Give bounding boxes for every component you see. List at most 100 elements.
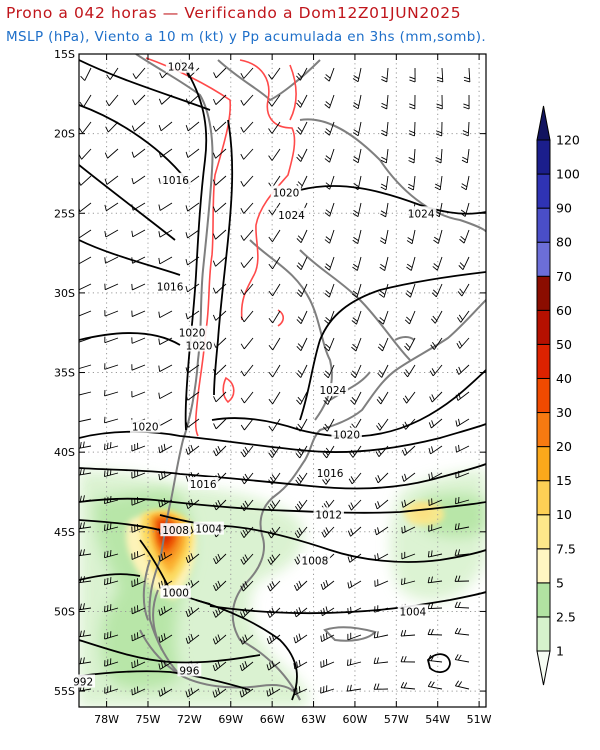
wind-barb: [104, 522, 119, 532]
wind-barb: [185, 256, 200, 266]
isobar-contours: [79, 59, 486, 701]
wind-barb: [401, 445, 416, 456]
wind-barb: [430, 310, 443, 324]
wind-barb: [407, 175, 416, 191]
wind-barb: [400, 629, 416, 637]
wind-barb: [213, 391, 227, 403]
wind-barb: [131, 632, 146, 642]
wind-barb: [324, 175, 335, 190]
wind-barb: [132, 94, 146, 106]
wind-barb: [104, 175, 119, 185]
wind-barb: [79, 364, 92, 370]
wind-barb: [296, 364, 308, 378]
wind-barb: [104, 389, 119, 397]
wind-barb: [131, 337, 146, 344]
wind-barb: [454, 627, 470, 636]
wind-barb: [427, 628, 443, 636]
lat-label: 50S: [54, 605, 75, 618]
colorbar-tick-label: 7.5: [556, 541, 576, 556]
wind-barb: [457, 310, 470, 323]
wind-barb: [462, 121, 470, 137]
wind-barb: [212, 148, 227, 159]
wind-barb: [104, 256, 119, 264]
wind-barb: [402, 391, 416, 404]
isobar-label-bg: [193, 521, 224, 535]
colorbar-tick-label: 80: [556, 235, 572, 250]
isobar-label: 1016: [162, 175, 189, 187]
coastline: [135, 54, 486, 701]
wind-barb: [324, 283, 335, 298]
wind-barb: [295, 472, 308, 485]
wind-barb: [106, 67, 119, 80]
wind-barb: [105, 94, 119, 107]
wind-barb: [376, 418, 389, 431]
wind-barb: [79, 256, 92, 265]
wind-barb: [351, 337, 362, 352]
lat-label: 30S: [54, 287, 75, 300]
isobar-label-bg: [317, 383, 349, 397]
colorbar-tick-label: 20: [556, 439, 572, 454]
colorbar-box: [536, 446, 551, 482]
wind-barb: [158, 497, 173, 508]
colorbar-box: [536, 309, 551, 345]
wind-barb: [295, 445, 308, 459]
wind-barb: [408, 121, 416, 137]
wind-barb: [240, 580, 254, 592]
wind-barb: [268, 337, 281, 351]
wind-barb: [459, 229, 470, 244]
wind-barb: [79, 229, 92, 239]
wind-barb: [405, 283, 416, 298]
wind-barb: [429, 391, 443, 403]
wind-barb: [455, 444, 470, 453]
wind-barb: [401, 525, 416, 534]
isobar-label-bg: [276, 207, 307, 221]
wind-barb: [378, 310, 389, 325]
wind-barb: [321, 526, 335, 538]
wind-barb: [185, 121, 200, 132]
wind-barb: [79, 202, 92, 212]
isobar-label: 1016: [190, 479, 217, 491]
wind-barb: [80, 67, 92, 81]
wind-barb: [158, 470, 173, 481]
wind-barb: [131, 175, 146, 185]
wind-barb: [185, 633, 200, 644]
wind-barb: [104, 577, 119, 586]
wind-barb: [320, 632, 335, 643]
isobar-label-bg: [160, 585, 191, 599]
wind-barb: [294, 580, 308, 591]
wind-barb: [455, 496, 470, 505]
wind-barb: [104, 202, 119, 212]
wind-barb: [454, 601, 470, 609]
wind-barb: [104, 495, 119, 504]
wind-barb: [131, 496, 146, 506]
wind-barb: [79, 337, 92, 343]
wind-barb: [400, 682, 416, 690]
colorbar-box: [536, 241, 551, 277]
wind-barb: [132, 67, 146, 79]
wind-barb: [457, 283, 470, 297]
wind-barb: [456, 364, 470, 375]
colorbar-tick-label: 60: [556, 303, 572, 318]
wind-barb: [401, 472, 416, 482]
wind-barb: [267, 526, 281, 539]
wind-barb: [212, 607, 227, 618]
wind-barb: [185, 687, 200, 698]
wind-barb: [322, 418, 335, 432]
wind-barb: [268, 283, 281, 297]
wind-barb: [266, 634, 281, 645]
wind-barb: [296, 229, 308, 244]
lon-label: 57W: [384, 713, 409, 726]
wind-barb: [461, 148, 470, 164]
wind-barb: [296, 391, 308, 405]
wind-barb: [347, 632, 362, 641]
wind-barb: [400, 656, 416, 663]
wind-barb: [352, 121, 362, 137]
lon-label: 54W: [425, 713, 450, 726]
wind-barb: [131, 310, 146, 318]
isobar-label: 992: [73, 677, 93, 689]
wind-barb: [104, 336, 119, 344]
wind-barb: [158, 229, 173, 238]
wind-barb: [293, 633, 308, 644]
wind-barb: [436, 94, 443, 110]
